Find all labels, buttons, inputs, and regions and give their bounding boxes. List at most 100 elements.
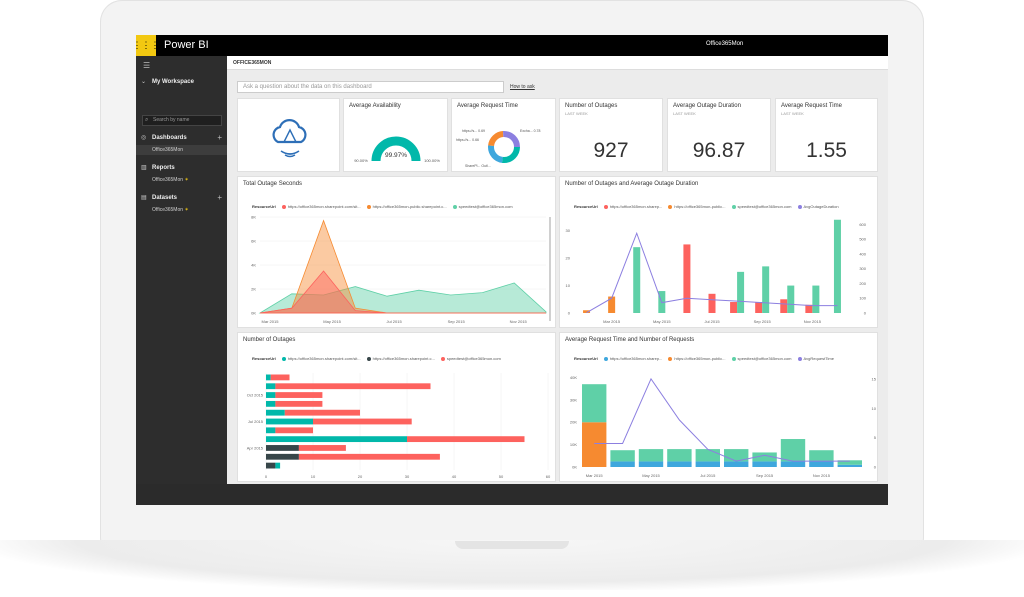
top-bar: ⋮⋮⋮ Power BI Office365Mon (136, 35, 888, 56)
sidebar-item-reports[interactable]: ▥ Reports (136, 162, 227, 174)
legend-label: https://office365mon.sharep... (609, 356, 663, 361)
bar (812, 285, 820, 313)
kpi-value: 96.87 (692, 139, 746, 162)
bar (608, 296, 616, 313)
x-tick-label: Sep 2015 (448, 319, 466, 324)
kpi-subtitle: LAST WEEK (673, 111, 696, 116)
star-icon: ✶ (184, 207, 189, 213)
outages-duration-tile[interactable]: Number of Outages and Average Outage Dur… (559, 176, 878, 328)
waffle-icon: ⋮⋮⋮ (136, 40, 160, 50)
user-name[interactable]: Office365Mon (706, 41, 744, 47)
legend-item: speedtest@office365mon.com (440, 356, 501, 361)
sidebar-report-item[interactable]: Office365Mon ✶ (136, 175, 227, 185)
logo-tile[interactable] (237, 98, 340, 172)
bar (755, 302, 763, 313)
sidebar-search-input[interactable]: ⌕ Search by name (142, 115, 222, 126)
chart-legend: ResourceUrl https://office365mon.sharep.… (574, 204, 839, 209)
bar (266, 374, 271, 381)
sidebar-item-my-workspace[interactable]: ⌄ My Workspace (136, 76, 227, 88)
legend-item: https://office365mon-public... (668, 356, 726, 361)
app-launcher-button[interactable]: ⋮⋮⋮ (136, 35, 160, 56)
x-tick-label: 10 (311, 474, 316, 479)
bar (266, 453, 299, 460)
app-title: Power BI (164, 39, 209, 51)
sidebar-item-datasets[interactable]: ▤ Datasets + (136, 192, 227, 204)
search-placeholder: Search by name (153, 117, 190, 123)
bar (724, 461, 749, 467)
legend-item: AvgOutageDuration (797, 204, 839, 209)
bar (298, 453, 440, 460)
hamburger-icon[interactable]: ☰ (143, 61, 151, 70)
bar (837, 460, 862, 465)
request-time-requests-tile[interactable]: Average Request Time and Number of Reque… (559, 332, 878, 482)
bar (275, 462, 281, 469)
availability-tile[interactable]: Average Availability 99.97% 90.00% 100.0… (343, 98, 448, 172)
request-time-donut-tile[interactable]: Average Request Time https://s... 0.69 h… (451, 98, 556, 172)
legend-label: https://office365mon.sharep... (609, 204, 663, 209)
bar (610, 461, 635, 467)
number-of-outages-tile[interactable]: Number of Outages ResourceUrl https://of… (237, 332, 556, 482)
legend-label: https://office365mon-public... (674, 204, 726, 209)
legend-label: https://office365mon.sharepoint.com/sit.… (287, 356, 361, 361)
legend-item: https://office365mon.sharep... (603, 204, 663, 209)
donut-label: Excha... 0.78 (520, 129, 540, 133)
y-tick-label: Oct 2015 (247, 393, 264, 398)
bar (809, 461, 834, 467)
y-tick-label: 0K (251, 311, 256, 316)
legend-item: speedtest@office365mon.com (731, 356, 792, 361)
sidebar-dashboard-item[interactable]: Office365Mon (136, 145, 227, 155)
sidebar-dashboards-label: Dashboards (152, 135, 187, 141)
y2-tick-label: 600 (859, 222, 866, 227)
x-tick-label: Nov 2015 (804, 319, 822, 324)
bar (275, 427, 313, 434)
legend-item: https://office365mon-public.sharepoint.c… (366, 204, 447, 209)
sidebar-item-dashboards[interactable]: ◎ Dashboards + (136, 132, 227, 144)
dashboard-icon: ◎ (141, 135, 147, 141)
bar (708, 293, 716, 313)
x-tick-label: 60 (546, 474, 551, 479)
kpi-value: 927 (593, 139, 629, 162)
bar (266, 409, 285, 416)
bar (284, 409, 360, 416)
bar (695, 461, 720, 467)
gauge-max: 100.00% (424, 158, 440, 163)
bar (809, 450, 834, 462)
report-icon: ▥ (141, 165, 147, 171)
bar (582, 422, 607, 467)
chart-legend: ResourceUrl https://office365mon.sharep.… (574, 356, 834, 361)
request-time-kpi-tile[interactable]: Average Request Time LAST WEEK 1.55 (775, 98, 878, 172)
bar (780, 299, 788, 313)
legend-item: speedtest@office365mon.com (452, 204, 513, 209)
sidebar-report-item-label: Office365Mon (152, 177, 184, 183)
bar (610, 450, 635, 462)
bar (266, 400, 276, 407)
y2-tick-label: 200 (859, 281, 866, 286)
chart-title: Total Outage Seconds (243, 181, 303, 187)
x-tick-label: May 2015 (642, 473, 660, 478)
legend-label: speedtest@office365mon.com (446, 356, 501, 361)
add-dashboard-icon[interactable]: + (217, 133, 222, 142)
area-series (259, 270, 546, 314)
bar (667, 461, 692, 467)
bar (313, 418, 412, 425)
x-tick-label: Mar 2015 (262, 319, 280, 324)
tile-scrollbar[interactable] (549, 217, 551, 321)
chart-title: Number of Outages (243, 337, 296, 343)
outages-kpi-tile[interactable]: Number of Outages LAST WEEK 927 (559, 98, 663, 172)
kpi-value: 1.55 (806, 139, 847, 162)
legend-item: https://office365mon.sharep... (603, 356, 663, 361)
add-dataset-icon[interactable]: + (217, 193, 222, 202)
y-tick-label: 4K (251, 263, 256, 268)
bar (266, 427, 276, 434)
total-outage-seconds-tile[interactable]: Total Outage Seconds ResourceUrl https:/… (237, 176, 556, 328)
how-to-ask-link[interactable]: How to ask (510, 84, 535, 90)
kpi-title: Average Request Time (781, 103, 842, 109)
x-tick-label: Nov 2015 (510, 319, 528, 324)
y-tick-label: 8K (251, 215, 256, 220)
legend-item: https://office365mon.sharepoint.c... (366, 356, 435, 361)
qa-input[interactable]: Ask a question about the data on this da… (237, 81, 504, 93)
bar (762, 266, 770, 313)
legend-item: AvgRequestTime (797, 356, 834, 361)
outage-duration-kpi-tile[interactable]: Average Outage Duration LAST WEEK 96.87 (667, 98, 771, 172)
sidebar-dataset-item[interactable]: Office365Mon ✶ (136, 205, 227, 215)
